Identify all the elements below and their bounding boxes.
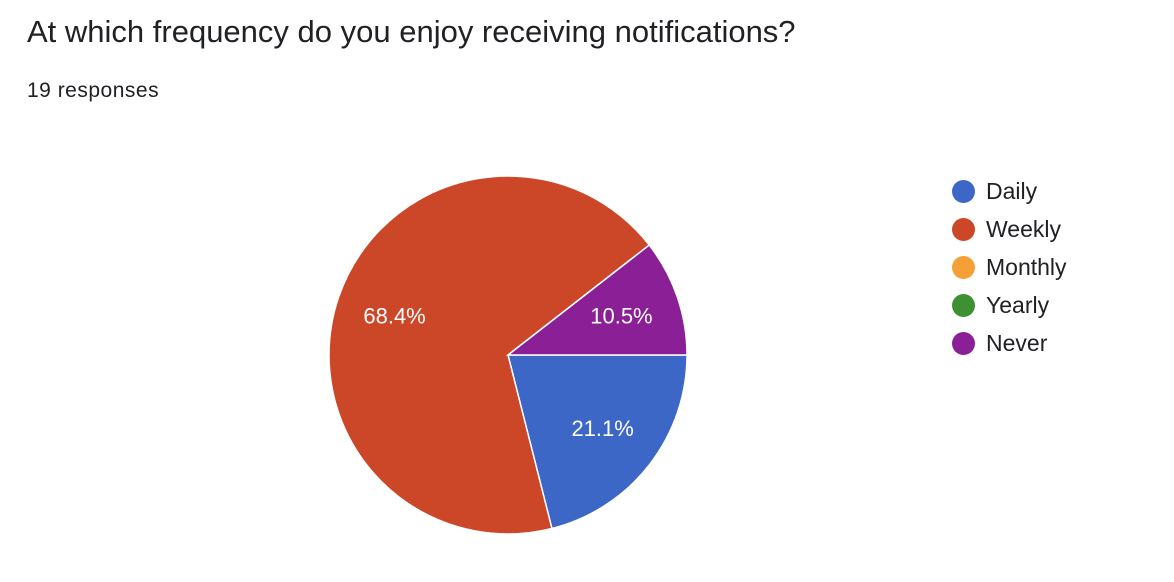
legend-swatch-weekly bbox=[952, 217, 975, 241]
legend-label: Yearly bbox=[986, 291, 1050, 318]
legend-label: Daily bbox=[986, 177, 1038, 204]
legend-label: Weekly bbox=[986, 215, 1061, 242]
question-title: At which frequency do you enjoy receivin… bbox=[27, 14, 796, 49]
pie-labels: 21.1% 68.4% 10.5% bbox=[363, 304, 652, 442]
pie-slice-never[interactable] bbox=[505, 244, 688, 356]
legend-swatch-monthly bbox=[952, 255, 975, 279]
chart-legend: Daily Weekly Monthly Yearly Never bbox=[952, 172, 1067, 362]
legend-label: Never bbox=[986, 329, 1048, 356]
slice-label-never: 10.5% bbox=[590, 304, 652, 329]
legend-swatch-yearly bbox=[952, 293, 975, 317]
slice-label-daily: 21.1% bbox=[571, 416, 633, 441]
legend-item-daily[interactable]: Daily bbox=[952, 172, 1067, 210]
pie-slice-daily[interactable] bbox=[507, 354, 688, 530]
slice-label-weekly: 68.4% bbox=[363, 304, 425, 329]
pie-slices bbox=[328, 175, 688, 535]
legend-item-yearly[interactable]: Yearly bbox=[952, 286, 1067, 324]
legend-label: Monthly bbox=[986, 253, 1067, 280]
legend-item-never[interactable]: Never bbox=[952, 324, 1067, 362]
legend-item-weekly[interactable]: Weekly bbox=[952, 210, 1067, 248]
response-count: 19 responses bbox=[27, 79, 160, 102]
pie-slice-weekly[interactable] bbox=[328, 175, 651, 535]
legend-swatch-daily bbox=[952, 179, 975, 203]
legend-item-monthly[interactable]: Monthly bbox=[952, 248, 1067, 286]
legend-swatch-never bbox=[952, 331, 975, 355]
